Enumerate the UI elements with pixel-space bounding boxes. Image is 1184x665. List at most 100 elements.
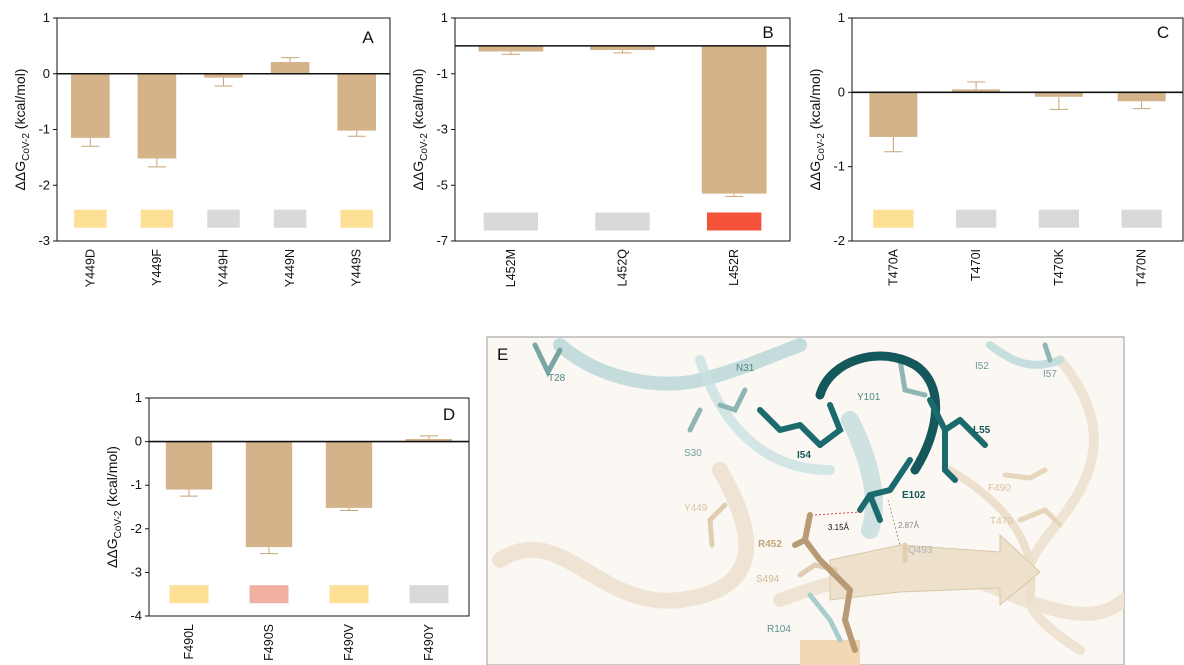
panel-a-ylabel-sub: CoV-2 [21,133,32,161]
panel-d-ytick-label-3: -1 [130,477,142,492]
panel-b-ytick-label-4: 1 [441,10,448,25]
panel-d-indicator-F490Y [409,585,449,604]
panel-a-indicator-Y449S [340,209,373,228]
panel-c-ytick-label-2: 0 [838,84,845,99]
residue-label-e102: E102 [902,490,926,501]
panel-a-ylabel-unit: (kcal/mol) [12,69,28,134]
panel-c-bar-T470A [869,92,918,137]
panel-b-ytick-label-3: -1 [436,66,448,81]
panel-a-category-label-Y449F: Y449F [150,249,164,286]
residue-label-r452: R452 [758,539,782,550]
panel-b-ylabel-unit: (kcal/mol) [410,69,426,134]
residue-label-q493: Q493 [908,545,933,556]
panel-b-indicator-L452Q [595,212,650,231]
panel-d-category-label-F490Y: F490Y [422,623,436,660]
panel-d-ytick-label-2: -2 [130,521,142,536]
panel-b-ylabel-sub: CoV-2 [419,133,430,161]
panel-a-letter: A [362,28,374,47]
panel-a-indicator-Y449F [140,209,174,228]
panel-d-ylabel-unit: (kcal/mol) [104,446,120,511]
panel-d-category-label-F490L: F490L [182,624,196,659]
panel-c-indicator-T470N [1121,209,1162,228]
panel-a-ytick-label-1: -2 [38,177,50,192]
residue-label-s494: S494 [756,574,780,585]
panel-c-plot-frame [851,17,1184,242]
panel-b-category-label-L452M: L452M [504,249,518,287]
panel-d-chart: -4 -3 -2 -1 0 1 ΔΔGCoV-2 (kcal/mol) F490L F490S F… [104,390,470,661]
panel-c-ylabel: ΔΔGCoV-2 (kcal/mol) [807,69,827,191]
panel-b-ytick-label-1: -5 [436,177,448,192]
panel-b-category-label-L452Q: L452Q [616,249,630,287]
panel-a-indicator-Y449H [207,209,240,228]
panel-c-indicator-T470K [1038,209,1080,228]
panel-d-ytick-label-4: 0 [135,434,142,449]
panel-e-structure: E T28 N31 S30 Y101 I52 I57 L55 I54 E102 F490 T470 Y4… [486,336,1125,665]
panel-b-bar-L452M [478,45,544,52]
panel-d-category-label-F490S: F490S [262,624,276,661]
panel-a-chart: -3 -2 -1 0 1 ΔΔGCoV-2 (kcal/mol) Y449D Y449F Y44… [12,10,391,287]
panel-b-ylabel-prefix: ΔΔG [410,161,426,191]
residue-label-t470: T470 [990,516,1013,527]
panel-d-indicator-F490V [329,585,369,604]
panel-d-letter: D [443,405,455,424]
panel-b-chart: -7 -5 -3 -1 1 ΔΔGCoV-2 (kcal/mol) L452M L452Q L4… [410,10,791,287]
panel-a-indicator-Y449N [273,209,307,228]
panel-b-bar-L452R [701,45,767,194]
panel-a-ytick-label-0: -3 [38,233,50,248]
panel-c-bar-T470I [952,89,1001,93]
panel-c-indicator-T470A [873,209,914,228]
panel-b-bar-L452Q [590,45,655,51]
panel-a-indicator-Y449D [74,209,107,228]
panel-c-ylabel-prefix: ΔΔG [807,161,823,191]
panel-a-ytick-label-4: 1 [43,10,50,25]
panel-c-ylabel-unit: (kcal/mol) [807,69,823,134]
panel-c-category-label-T470N: T470N [1135,249,1149,287]
panel-c-bar-T470N [1117,92,1166,102]
panel-c-indicator-T470I [955,209,997,228]
residue-label-y449: Y449 [684,503,708,514]
residue-label-l55: L55 [973,425,991,436]
residue-label-t28: T28 [548,373,566,384]
panel-a-ytick-label-3: 0 [43,66,50,81]
panel-a-ylabel-prefix: ΔΔG [12,161,28,191]
residue-label-i57: I57 [1043,369,1057,380]
panel-d-ylabel: ΔΔGCoV-2 (kcal/mol) [104,446,124,568]
panel-c-ytick-label-1: -1 [833,159,845,174]
panel-c-ytick-label-3: 1 [838,10,845,25]
panel-a-category-label-Y449S: Y449S [350,249,364,287]
panel-a-ytick-label-2: -1 [38,122,50,137]
panel-a-category-label-Y449D: Y449D [83,249,97,287]
panel-d-ytick-label-1: -3 [130,564,142,579]
panel-c-bar-T470K [1034,92,1083,97]
panel-a-bar-Y449S [337,73,377,131]
distance-label-1: 2.87Å [898,521,920,530]
panel-e-letter: E [497,345,508,364]
residue-label-s30: S30 [684,448,702,459]
panel-b-category-label-L452R: L452R [727,249,741,286]
panel-d-ylabel-prefix: ΔΔG [104,538,120,568]
residue-label-n31: N31 [736,363,755,374]
panel-d-bar-F490V [325,441,373,508]
panel-d-ylabel-sub: CoV-2 [113,510,124,538]
distance-label-0: 3.15Å [828,523,850,532]
panel-b-letter: B [762,23,773,42]
panel-a-bar-Y449N [270,62,310,74]
panel-a-category-label-Y449H: Y449H [217,249,231,287]
panel-d-indicator-F490L [169,585,209,604]
panel-d-ytick-label-0: -4 [130,608,142,623]
panel-c-category-label-T470I: T470I [969,249,983,281]
panel-a-bar-Y449D [70,73,110,138]
panel-d-bar-F490Y [405,438,453,442]
panel-b-ylabel: ΔΔGCoV-2 (kcal/mol) [410,69,430,191]
residue-label-r104: R104 [767,624,791,635]
residue-label-i52: I52 [975,361,989,372]
panel-b-ytick-label-2: -3 [436,122,448,137]
panel-d-ytick-label-5: 1 [135,390,142,405]
panel-b-indicator-L452R [706,212,762,231]
panel-a-bar-Y449H [204,73,243,78]
panel-d-bar-F490L [165,441,213,490]
structure-image [492,338,1124,665]
structure-frame [486,336,1125,665]
panel-c-category-label-T470K: T470K [1052,248,1066,285]
